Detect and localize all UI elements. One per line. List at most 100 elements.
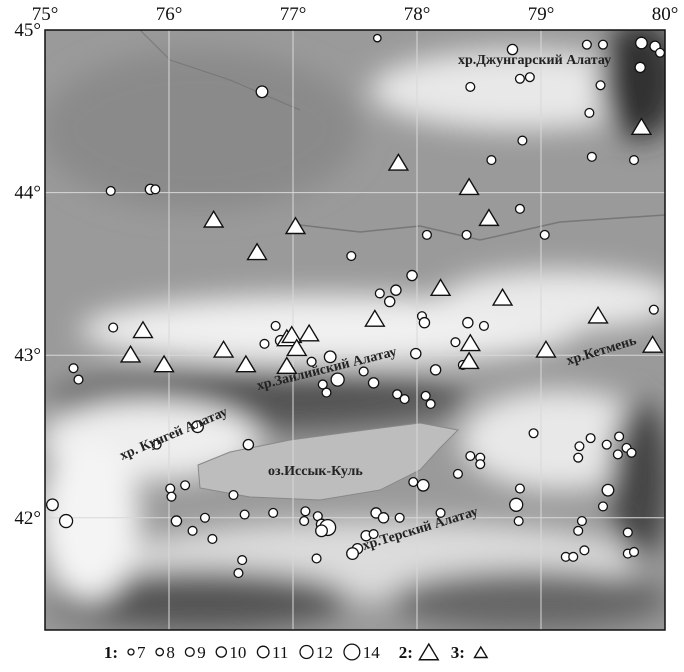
event-circle xyxy=(454,470,463,479)
event-circle xyxy=(431,365,441,375)
event-circle xyxy=(623,528,632,537)
event-circle xyxy=(181,481,190,490)
y-tick-label: 43° xyxy=(14,345,41,366)
event-circle xyxy=(518,136,527,145)
event-circle xyxy=(47,499,59,511)
legend-triangle xyxy=(475,647,488,658)
event-circle xyxy=(60,515,73,528)
event-circle xyxy=(582,40,591,49)
event-circle xyxy=(316,525,328,537)
event-circle xyxy=(378,513,388,523)
legend-size: 10 xyxy=(229,643,246,662)
event-circle xyxy=(510,498,523,511)
legend-size: 12 xyxy=(316,643,333,662)
event-circle xyxy=(269,509,278,518)
event-circle xyxy=(208,535,217,544)
legend-circle xyxy=(128,649,134,655)
terrain xyxy=(40,20,680,630)
event-circle xyxy=(451,338,460,347)
event-circle xyxy=(525,73,534,82)
legend-circle xyxy=(216,647,226,657)
legend-circle xyxy=(300,646,313,659)
event-circle xyxy=(409,478,418,487)
event-circle xyxy=(151,185,160,194)
event-circle xyxy=(369,378,379,388)
event-circle xyxy=(385,296,395,306)
event-circle xyxy=(487,156,496,165)
event-circle xyxy=(649,305,658,314)
event-circle xyxy=(574,526,583,535)
event-circle xyxy=(166,484,175,493)
event-circle xyxy=(599,40,608,49)
event-circle xyxy=(322,388,331,397)
event-circle xyxy=(375,289,384,298)
event-circle xyxy=(419,318,429,328)
event-circle xyxy=(463,318,473,328)
map: хр.Джунгарский Алатау хр.Заилийский Алат… xyxy=(0,0,684,667)
event-circle xyxy=(229,491,238,500)
event-circle xyxy=(635,62,645,72)
event-circle xyxy=(238,556,247,565)
legend-size: 9 xyxy=(197,643,206,662)
event-circle xyxy=(318,380,327,389)
event-circle xyxy=(260,339,269,348)
event-circle xyxy=(234,569,243,578)
event-circle xyxy=(580,546,589,555)
event-circle xyxy=(106,187,115,196)
event-circle xyxy=(587,152,596,161)
event-circle xyxy=(630,548,639,557)
event-circle xyxy=(578,517,587,526)
event-circle xyxy=(421,391,430,400)
event-circle xyxy=(400,395,409,404)
event-circle xyxy=(411,348,421,358)
legend-circle xyxy=(185,648,194,657)
event-circle xyxy=(514,517,523,526)
x-tick-label: 78° xyxy=(404,4,431,25)
legend-circle xyxy=(257,646,269,658)
event-circle xyxy=(613,450,622,459)
event-circle xyxy=(596,81,605,90)
event-circle xyxy=(391,285,401,295)
y-tick-label: 44° xyxy=(14,183,41,204)
event-circle xyxy=(627,448,636,457)
event-circle xyxy=(256,86,268,98)
event-circle xyxy=(466,452,475,461)
legend-circle xyxy=(344,644,360,660)
event-circle xyxy=(574,453,583,462)
event-circle xyxy=(374,34,381,41)
event-circle xyxy=(516,204,525,213)
event-circle xyxy=(240,510,249,519)
event-circle xyxy=(516,484,525,493)
legend-size: 7 xyxy=(137,643,146,662)
range-label: хр.Джунгарский Алатау xyxy=(458,53,611,68)
lake-label: оз.Иссык-Куль xyxy=(268,464,363,479)
legend-size: 14 xyxy=(363,643,381,662)
event-circle xyxy=(417,479,429,491)
event-circle xyxy=(423,230,432,239)
y-tick-label: 42° xyxy=(14,508,41,529)
event-circle xyxy=(347,548,359,560)
x-tick-label: 79° xyxy=(528,4,555,25)
x-tick-label: 76° xyxy=(156,4,183,25)
event-circle xyxy=(167,492,176,501)
legend-label: 1: xyxy=(104,643,118,662)
legend-size: 8 xyxy=(166,643,175,662)
event-circle xyxy=(615,432,624,441)
event-circle xyxy=(586,434,595,443)
event-circle xyxy=(656,48,665,57)
event-circle xyxy=(516,74,525,83)
event-circle xyxy=(109,323,118,332)
event-circle xyxy=(301,507,310,516)
legend-size: 11 xyxy=(272,643,288,662)
event-circle xyxy=(630,156,639,165)
event-circle xyxy=(188,526,197,535)
legend-circle xyxy=(156,648,163,655)
event-circle xyxy=(602,440,611,449)
event-circle xyxy=(426,400,435,409)
event-circle xyxy=(69,364,78,373)
event-circle xyxy=(575,442,584,451)
legend-label: 3: xyxy=(451,643,465,662)
y-tick-label: 45° xyxy=(14,20,41,41)
event-circle xyxy=(74,375,83,384)
event-circle xyxy=(540,230,549,239)
